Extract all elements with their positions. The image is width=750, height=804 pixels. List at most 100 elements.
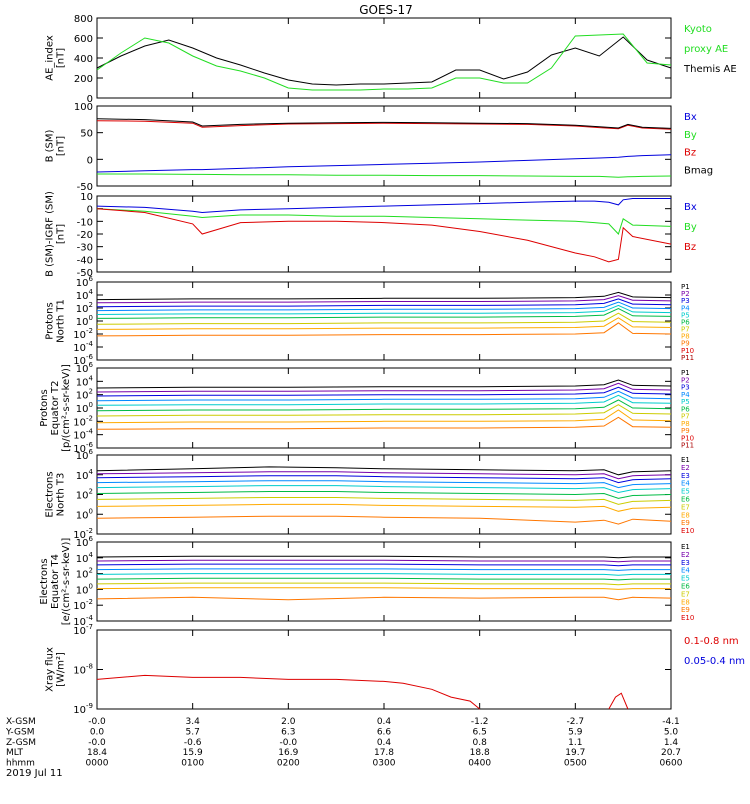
legend-item: E1 [681,456,690,464]
series-line-e4 [96,568,671,571]
series-line-e2 [96,559,671,563]
y-axis-label: [nT] [56,48,67,68]
series-line-e1 [96,466,672,476]
orbit-value: 0000 [86,759,109,769]
legend-item: P4 [681,304,690,312]
y-axis-label: B (SM)-IGRF (SM) [45,191,56,277]
panel-3: -50 -40-30 -20 -100 10 B (SM)-IGRF (SM) [nT] Bx… [45,191,697,279]
legend-item: By [684,222,697,233]
y-tick-label: 0 [87,205,93,216]
legend-item: P1 [681,283,690,291]
series-line-p6 [96,308,672,319]
legend-item: Bx [684,112,697,123]
orbit-value: 5.7 [186,727,200,737]
series-line-e7 [96,497,672,505]
legend-item: P7 [681,326,690,334]
series-line-bx [96,154,672,173]
series-line-p7 [96,404,672,417]
series-line-by [96,208,672,235]
y-tick-label: -20 [77,230,93,241]
plot-title: GOES-17 [359,3,413,17]
series-line-p9 [96,322,672,337]
orbit-value: -1.2 [471,717,489,727]
y-tick-label: 102 [76,567,93,581]
legend-item: P11 [681,354,694,362]
legend-item: E6 [681,496,690,504]
legend-item: E6 [681,583,690,591]
series-line-0-1-0-8-nm [96,674,629,710]
series-line-p5 [96,394,672,406]
y-tick-label: 10-7 [73,623,93,637]
y-tick-label: 100 [76,401,93,415]
orbit-value: -0.6 [184,738,202,748]
series-line-e8 [96,503,672,512]
y-tick-label: 10-2 [73,327,93,341]
orbit-value: 2.0 [281,717,296,727]
series-line-e8 [96,587,671,590]
orbit-value: 0.0 [90,727,105,737]
y-tick-label: 102 [76,301,93,315]
orbit-value: -0.0 [88,717,106,727]
y-axis-label: Protons [39,389,50,426]
y-tick-label: 600 [74,34,93,45]
y-tick-label: 106 [76,448,94,462]
y-axis-label: [e/(cm²-s-sr-keV)] [61,538,72,626]
orbit-value: 0.4 [377,738,392,748]
series-line-e5 [96,573,671,576]
legend-item: E2 [681,551,690,559]
legend-item: P2 [681,290,690,298]
legend-item: P6 [681,405,690,413]
y-axis-label: [nT] [56,136,67,156]
legend-item: E5 [681,575,690,583]
orbit-value: 0300 [373,759,396,769]
series-line-p8 [96,409,672,424]
legend-item: P7 [681,413,690,421]
y-tick-label: 10-2 [73,598,93,612]
panel-frame [96,541,672,622]
panel-frame [96,629,672,710]
legend-item: 0.05-0.4 nm [684,656,745,667]
series-line-bz [96,120,672,130]
orbit-row-label: MLT [6,748,24,758]
y-tick-label: 10-2 [73,414,93,428]
y-tick-label: 10-6 [73,441,93,455]
legend-item: E10 [681,527,694,535]
orbit-value: 1.1 [568,738,582,748]
series-line-p9 [96,416,672,430]
orbit-value: 0600 [660,759,683,769]
legend-item: P4 [681,391,690,399]
legend-item: P3 [681,384,690,392]
legend-item: E8 [681,511,690,519]
legend-item: P9 [681,340,690,348]
series-line-e6 [96,491,672,499]
legend-item: E7 [681,503,690,511]
legend-item: By [684,130,697,141]
orbit-value: 6.3 [281,727,295,737]
series-line-e2 [96,471,672,480]
legend-item: E4 [681,480,690,488]
y-tick-label: 10-4 [73,428,93,442]
y-tick-label: 104 [76,468,94,482]
y-axis-label: North T3 [56,473,67,517]
y-axis-label: North T1 [56,299,67,343]
series-line-by [97,173,672,178]
series-line-e5 [96,485,672,494]
series-line-p8 [96,317,672,330]
orbit-value: 0.8 [473,738,488,748]
legend-item: E2 [681,464,690,472]
y-tick-label: 10 [80,192,93,203]
legend-item: P11 [681,442,694,450]
y-axis-label: [p/(cm²-s-sr-keV)] [61,364,72,452]
legend-item: 0.1-0.8 nm [684,636,739,647]
y-tick-label: 50 [80,129,93,140]
legend-item: P6 [681,318,690,326]
orbit-value: 18.4 [87,748,107,758]
legend-item: Themis AE [683,64,737,75]
series-line-themis-ae [96,36,672,86]
y-tick-label: 0 [87,155,93,166]
series-line-e6 [96,577,671,581]
orbit-value: 6.6 [377,727,392,737]
